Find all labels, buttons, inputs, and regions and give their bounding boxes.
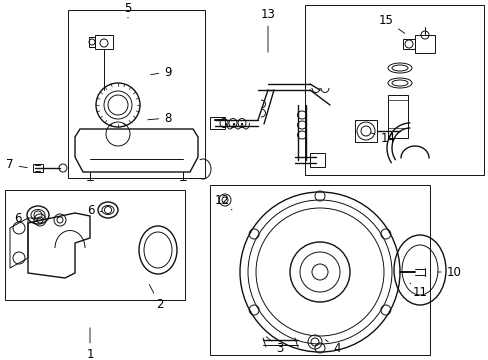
Text: 1: 1	[86, 328, 94, 360]
Text: 6: 6	[87, 203, 102, 216]
Bar	[209, 117, 224, 129]
Text: 6: 6	[14, 211, 39, 225]
Bar	[387, 95, 407, 138]
Text: 9: 9	[150, 66, 171, 78]
Bar	[33, 164, 43, 172]
Bar	[68, 10, 204, 178]
Text: 12: 12	[214, 194, 231, 210]
Bar	[305, 5, 483, 175]
Bar	[5, 190, 184, 300]
Text: 5: 5	[124, 1, 131, 18]
Bar	[309, 153, 325, 167]
Text: 11: 11	[409, 283, 427, 300]
Bar	[95, 35, 113, 49]
Text: 14: 14	[370, 131, 395, 144]
Bar	[402, 39, 414, 49]
Text: 2: 2	[149, 284, 163, 311]
Text: 4: 4	[325, 339, 340, 355]
Text: 3: 3	[265, 337, 283, 355]
Text: 10: 10	[437, 266, 461, 279]
Text: 13: 13	[260, 8, 275, 52]
Bar	[89, 37, 95, 47]
Text: 15: 15	[378, 13, 404, 33]
Bar	[354, 120, 376, 142]
Bar	[209, 185, 429, 355]
Text: 7: 7	[6, 158, 27, 171]
Text: 8: 8	[147, 112, 171, 125]
